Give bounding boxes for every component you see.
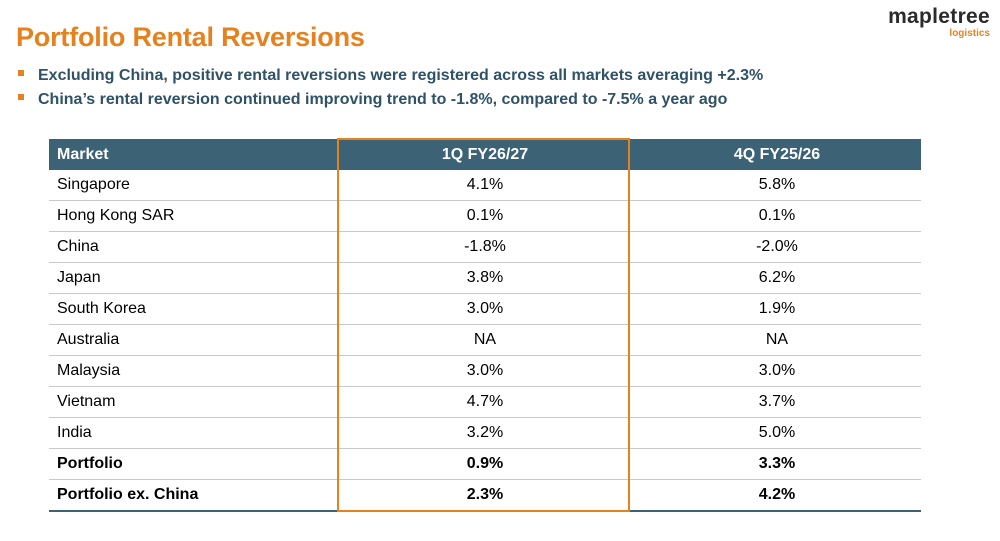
table-row: Singapore 4.1% 5.8% bbox=[49, 170, 921, 201]
table-row: Vietnam 4.7% 3.7% bbox=[49, 386, 921, 418]
market-cell: Portfolio bbox=[49, 448, 337, 480]
current-value-cell: -1.8% bbox=[337, 231, 633, 263]
current-value-cell: 3.0% bbox=[337, 293, 633, 325]
market-cell: Japan bbox=[49, 262, 337, 294]
market-cell: Malaysia bbox=[49, 355, 337, 387]
bullet-text: China’s rental reversion continued impro… bbox=[38, 91, 728, 108]
market-cell: South Korea bbox=[49, 293, 337, 325]
header-market: Market bbox=[49, 139, 337, 170]
previous-value-cell: 3.0% bbox=[633, 355, 921, 387]
current-value-cell: NA bbox=[337, 324, 633, 356]
previous-value-cell: 5.0% bbox=[633, 417, 921, 449]
table-row-portfolio-ex-china: Portfolio ex. China 2.3% 4.2% bbox=[49, 479, 921, 512]
current-value-cell: 3.2% bbox=[337, 417, 633, 449]
market-cell: Portfolio ex. China bbox=[49, 479, 337, 512]
table-row: Malaysia 3.0% 3.0% bbox=[49, 355, 921, 387]
market-cell: Singapore bbox=[49, 170, 337, 201]
current-value-cell: 3.0% bbox=[337, 355, 633, 387]
table-row: Hong Kong SAR 0.1% 0.1% bbox=[49, 200, 921, 232]
market-cell: India bbox=[49, 417, 337, 449]
bullet-item: China’s rental reversion continued impro… bbox=[16, 88, 763, 112]
table-header-row: Market 1Q FY26/27 4Q FY25/26 bbox=[49, 139, 921, 170]
market-cell: Australia bbox=[49, 324, 337, 356]
table-row: China -1.8% -2.0% bbox=[49, 231, 921, 263]
mapletree-logo: mapletree logistics bbox=[888, 6, 990, 39]
square-bullet-icon bbox=[18, 70, 24, 76]
header-1q-fy26-27: 1Q FY26/27 bbox=[337, 139, 633, 170]
header-4q-fy25-26: 4Q FY25/26 bbox=[633, 139, 921, 170]
previous-value-cell: 4.2% bbox=[633, 479, 921, 512]
bullet-text: Excluding China, positive rental reversi… bbox=[38, 67, 764, 84]
table-row-portfolio: Portfolio 0.9% 3.3% bbox=[49, 448, 921, 480]
market-cell: Hong Kong SAR bbox=[49, 200, 337, 232]
market-cell: China bbox=[49, 231, 337, 263]
previous-value-cell: NA bbox=[633, 324, 921, 356]
previous-value-cell: 0.1% bbox=[633, 200, 921, 232]
current-value-cell: 3.8% bbox=[337, 262, 633, 294]
previous-value-cell: -2.0% bbox=[633, 231, 921, 263]
current-value-cell: 0.9% bbox=[337, 448, 633, 480]
rental-reversion-table: Market 1Q FY26/27 4Q FY25/26 Singapore 4… bbox=[49, 139, 921, 512]
previous-value-cell: 1.9% bbox=[633, 293, 921, 325]
previous-value-cell: 6.2% bbox=[633, 262, 921, 294]
logo-wordmark: mapletree bbox=[888, 5, 990, 28]
current-value-cell: 4.7% bbox=[337, 386, 633, 418]
bullet-item: Excluding China, positive rental reversi… bbox=[16, 64, 763, 88]
logo-subtitle: logistics bbox=[949, 28, 990, 39]
previous-value-cell: 3.3% bbox=[633, 448, 921, 480]
current-value-cell: 0.1% bbox=[337, 200, 633, 232]
table-row: Australia NA NA bbox=[49, 324, 921, 356]
previous-value-cell: 5.8% bbox=[633, 170, 921, 201]
table-row: South Korea 3.0% 1.9% bbox=[49, 293, 921, 325]
current-value-cell: 2.3% bbox=[337, 479, 633, 512]
square-bullet-icon bbox=[18, 94, 24, 100]
market-cell: Vietnam bbox=[49, 386, 337, 418]
current-value-cell: 4.1% bbox=[337, 170, 633, 201]
table-row: Japan 3.8% 6.2% bbox=[49, 262, 921, 294]
bullet-list: Excluding China, positive rental reversi… bbox=[16, 64, 763, 112]
page-title: Portfolio Rental Reversions bbox=[16, 22, 365, 52]
table-row: India 3.2% 5.0% bbox=[49, 417, 921, 449]
previous-value-cell: 3.7% bbox=[633, 386, 921, 418]
